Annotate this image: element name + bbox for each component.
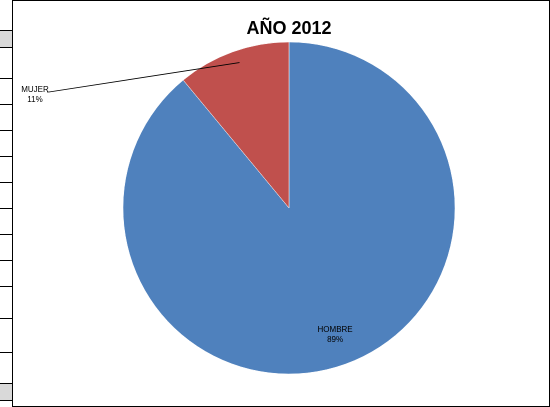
chart-area[interactable]: AÑO 2012 HOMBRE 89% MUJER 11%	[12, 0, 550, 407]
sheet-row-line	[0, 208, 12, 209]
data-label-percent-hombre: 89%	[327, 335, 343, 344]
sheet-row-line	[0, 182, 12, 183]
sheet-row-line	[0, 286, 12, 287]
sheet-row-line	[0, 104, 12, 105]
sheet-row-line	[0, 156, 12, 157]
leader-line-mujer	[47, 62, 240, 93]
data-label-percent-mujer: 11%	[27, 95, 42, 104]
pie-slices	[122, 41, 456, 375]
data-label-hombre: HOMBRE	[318, 325, 353, 334]
sheet-header-cell	[0, 30, 12, 48]
data-label-mujer: MUJER	[21, 85, 49, 94]
sheet-row-line	[0, 234, 12, 235]
chart-title: AÑO 2012	[246, 17, 331, 38]
spreadsheet-column-fragment	[0, 0, 12, 407]
pie-slice-mujer[interactable]	[182, 41, 290, 209]
sheet-row-line	[0, 352, 12, 353]
sheet-row-line	[0, 78, 12, 79]
sheet-row-line	[0, 318, 12, 319]
sheet-row-line	[0, 130, 12, 131]
sheet-header-cell	[0, 383, 12, 401]
sheet-row-line	[0, 260, 12, 261]
